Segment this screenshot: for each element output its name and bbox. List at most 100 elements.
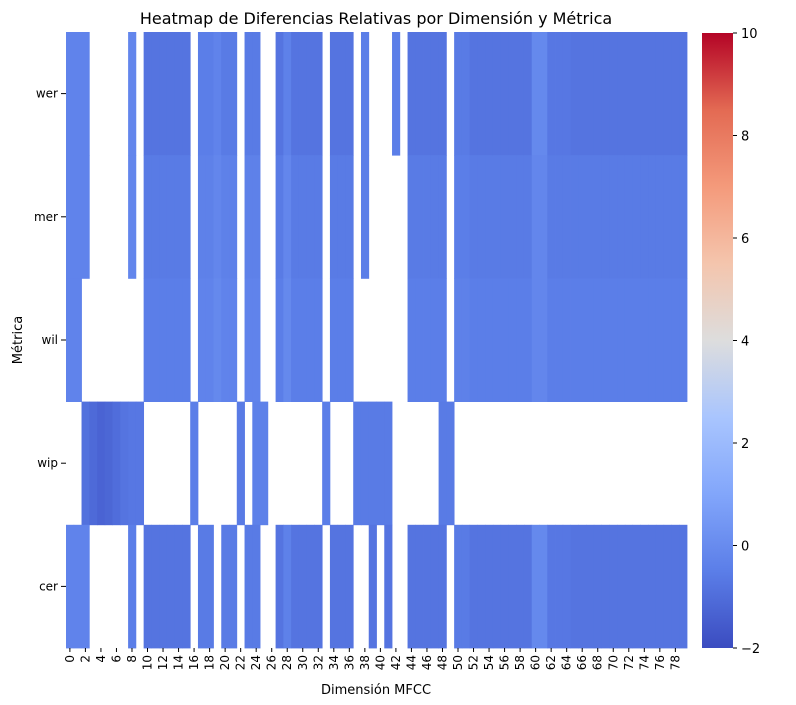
heatmap-cell (205, 32, 214, 156)
heatmap-cell (516, 155, 525, 279)
heatmap-cell (143, 32, 152, 156)
heatmap-cell (221, 155, 230, 279)
heatmap-cell (128, 524, 137, 649)
heatmap-cell (174, 278, 183, 402)
y-tick-label: mer (34, 210, 58, 224)
heatmap-cell (461, 278, 471, 402)
x-axis-ticks: 0 2 4 6 8 10 12 14 16 18 20 22 24 26 28 30 32 34 36 38 40 42 4… (63, 648, 682, 670)
heatmap-cell (555, 278, 564, 402)
heatmap-cell (205, 278, 214, 402)
heatmap-cell (531, 524, 540, 649)
heatmap-cell (617, 278, 626, 402)
colorbar-tick-label: 0 (741, 540, 749, 555)
heatmap-cell (539, 524, 548, 649)
x-tick-label: 38 (358, 655, 372, 670)
heatmap-cell (291, 278, 300, 402)
heatmap-cell (570, 524, 579, 649)
heatmap-cell (547, 155, 556, 279)
heatmap-cell (578, 155, 587, 279)
heatmap-cell (500, 524, 509, 649)
heatmap-cell (329, 155, 339, 279)
heatmap-cell (221, 524, 230, 649)
heatmap-cell (655, 524, 665, 649)
heatmap-cell (438, 32, 447, 156)
heatmap-cell (221, 32, 230, 156)
heatmap-cell (197, 32, 207, 156)
heatmap-cell (221, 278, 230, 402)
heatmap-cell (275, 32, 284, 156)
heatmap-cell (143, 524, 152, 649)
colorbar-tick-label: 8 (741, 130, 749, 145)
heatmap-cell (500, 155, 509, 279)
heatmap-cell (407, 524, 416, 649)
heatmap-cell (655, 32, 665, 156)
heatmap-cell (229, 155, 238, 279)
heatmap-cell (430, 524, 439, 649)
heatmap-cell (306, 278, 315, 402)
colorbar (702, 33, 733, 648)
heatmap-cell (197, 524, 207, 649)
x-tick-label: 18 (203, 655, 217, 670)
heatmap-cell (477, 155, 486, 279)
heatmap-cell (648, 155, 657, 279)
heatmap-cell (407, 155, 416, 279)
heatmap-cell (547, 32, 556, 156)
heatmap-cell (430, 155, 439, 279)
heatmap-cell (283, 524, 292, 649)
y-tick-label: cer (39, 579, 58, 593)
colorbar-ticks: −2 0 2 4 6 8 10 (733, 27, 760, 657)
heatmap-cell (190, 401, 199, 526)
x-tick-label: 48 (435, 655, 449, 670)
heatmap-cell (655, 278, 665, 402)
heatmap-cell (166, 278, 176, 402)
heatmap-cell (570, 278, 579, 402)
heatmap-cell (314, 278, 323, 402)
chart-title: Heatmap de Diferencias Relativas por Dim… (140, 9, 612, 28)
heatmap-cell (648, 32, 657, 156)
heatmap-cell (492, 155, 502, 279)
heatmap-cell (73, 155, 82, 279)
heatmap-cell (609, 524, 618, 649)
heatmap-cell (679, 524, 688, 649)
heatmap-cell (151, 278, 160, 402)
colorbar-tick-label: −2 (741, 642, 760, 657)
heatmap-cell (469, 32, 478, 156)
x-tick-label: 16 (187, 655, 201, 670)
heatmap-cell (283, 278, 292, 402)
heatmap-cell (547, 524, 556, 649)
heatmap-cell (640, 32, 649, 156)
heatmap-cell (252, 401, 261, 526)
heatmap-cell (89, 401, 98, 526)
heatmap-cell (182, 278, 191, 402)
x-tick-label: 40 (373, 655, 387, 670)
heatmap-cell (128, 401, 137, 526)
heatmap-cell (345, 32, 354, 156)
heatmap-cell (555, 32, 564, 156)
heatmap-cell (609, 155, 618, 279)
heatmap-cell (593, 278, 603, 402)
heatmap-cell (617, 524, 626, 649)
heatmap-cell (539, 32, 548, 156)
heatmap-cell (392, 32, 401, 156)
x-tick-label: 26 (265, 655, 279, 670)
heatmap-cell (81, 32, 90, 156)
heatmap-cell (601, 278, 610, 402)
heatmap-cell (485, 278, 494, 402)
heatmap-cell (415, 155, 424, 279)
heatmap-cell (252, 524, 261, 649)
heatmap-cell (477, 524, 486, 649)
heatmap-cell (632, 278, 641, 402)
heatmap-cell (213, 278, 222, 402)
x-tick-label: 24 (249, 655, 263, 670)
heatmap-cell (345, 155, 354, 279)
heatmap-cell (423, 524, 432, 649)
heatmap-cell (671, 32, 680, 156)
heatmap-cell (120, 401, 129, 526)
heatmap-cell (632, 155, 641, 279)
heatmap-cell (663, 32, 672, 156)
heatmap-cell (624, 524, 634, 649)
heatmap-cell (446, 401, 455, 526)
heatmap-cell (454, 278, 463, 402)
heatmap-cell (66, 278, 75, 402)
heatmap-cell (159, 524, 168, 649)
